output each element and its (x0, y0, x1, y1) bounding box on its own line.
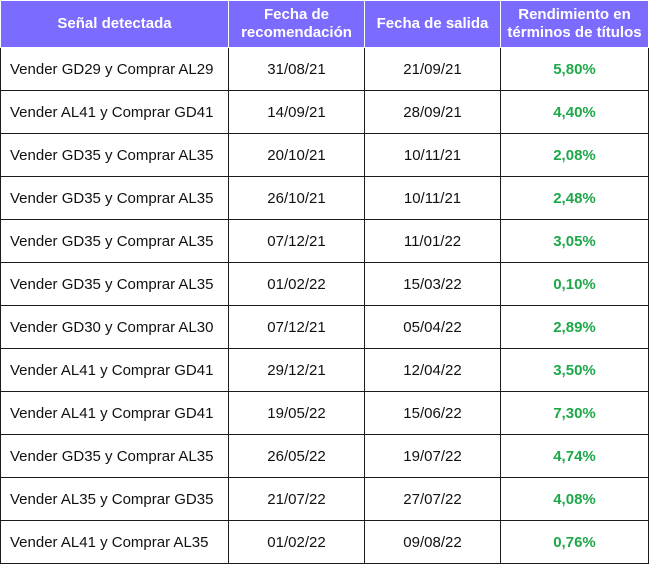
cell-yield: 5,80% (500, 47, 649, 91)
cell-yield: 3,50% (500, 348, 649, 392)
cell-signal: Vender GD35 y Comprar AL35 (0, 262, 229, 306)
cell-signal: Vender AL41 y Comprar GD41 (0, 391, 229, 435)
cell-signal: Vender AL35 y Comprar GD35 (0, 477, 229, 521)
table-body: Vender GD29 y Comprar AL29 31/08/21 21/0… (0, 47, 649, 564)
cell-exit-date: 15/03/22 (364, 262, 501, 306)
table-row: Vender GD35 y Comprar AL35 20/10/21 10/1… (0, 133, 649, 177)
cell-signal: Vender AL41 y Comprar GD41 (0, 90, 229, 134)
cell-exit-date: 15/06/22 (364, 391, 501, 435)
table-row: Vender GD30 y Comprar AL30 07/12/21 05/0… (0, 305, 649, 349)
cell-exit-date: 11/01/22 (364, 219, 501, 263)
table-header: Señal detectada Fecha de recomendación F… (0, 0, 649, 48)
table-row: Vender GD29 y Comprar AL29 31/08/21 21/0… (0, 47, 649, 91)
cell-recommendation-date: 07/12/21 (228, 219, 365, 263)
cell-signal: Vender AL41 y Comprar GD41 (0, 348, 229, 392)
table-row: Vender AL41 y Comprar GD41 14/09/21 28/0… (0, 90, 649, 134)
cell-signal: Vender AL41 y Comprar AL35 (0, 520, 229, 564)
cell-exit-date: 05/04/22 (364, 305, 501, 349)
cell-signal: Vender GD29 y Comprar AL29 (0, 47, 229, 91)
cell-exit-date: 10/11/21 (364, 133, 501, 177)
cell-yield: 0,76% (500, 520, 649, 564)
cell-yield: 2,48% (500, 176, 649, 220)
header-row: Señal detectada Fecha de recomendación F… (0, 0, 649, 48)
cell-signal: Vender GD30 y Comprar AL30 (0, 305, 229, 349)
cell-signal: Vender GD35 y Comprar AL35 (0, 219, 229, 263)
cell-recommendation-date: 07/12/21 (228, 305, 365, 349)
cell-exit-date: 09/08/22 (364, 520, 501, 564)
cell-exit-date: 19/07/22 (364, 434, 501, 478)
cell-recommendation-date: 20/10/21 (228, 133, 365, 177)
cell-yield: 4,08% (500, 477, 649, 521)
cell-recommendation-date: 31/08/21 (228, 47, 365, 91)
header-signal: Señal detectada (0, 0, 229, 48)
table-row: Vender GD35 y Comprar AL35 26/10/21 10/1… (0, 176, 649, 220)
cell-signal: Vender GD35 y Comprar AL35 (0, 133, 229, 177)
cell-recommendation-date: 26/10/21 (228, 176, 365, 220)
cell-exit-date: 10/11/21 (364, 176, 501, 220)
cell-recommendation-date: 29/12/21 (228, 348, 365, 392)
header-yield: Rendimiento en términos de títulos (500, 0, 649, 48)
table-row: Vender GD35 y Comprar AL35 26/05/22 19/0… (0, 434, 649, 478)
cell-yield: 2,08% (500, 133, 649, 177)
cell-recommendation-date: 14/09/21 (228, 90, 365, 134)
table-row: Vender AL41 y Comprar AL35 01/02/22 09/0… (0, 520, 649, 564)
header-recommendation-date: Fecha de recomendación (228, 0, 365, 48)
cell-exit-date: 27/07/22 (364, 477, 501, 521)
table-row: Vender GD35 y Comprar AL35 07/12/21 11/0… (0, 219, 649, 263)
cell-yield: 2,89% (500, 305, 649, 349)
cell-yield: 4,74% (500, 434, 649, 478)
header-exit-date: Fecha de salida (364, 0, 501, 48)
cell-yield: 7,30% (500, 391, 649, 435)
cell-recommendation-date: 21/07/22 (228, 477, 365, 521)
table-row: Vender AL41 y Comprar GD41 19/05/22 15/0… (0, 391, 649, 435)
cell-exit-date: 21/09/21 (364, 47, 501, 91)
cell-exit-date: 12/04/22 (364, 348, 501, 392)
cell-signal: Vender GD35 y Comprar AL35 (0, 176, 229, 220)
cell-exit-date: 28/09/21 (364, 90, 501, 134)
table-row: Vender AL35 y Comprar GD35 21/07/22 27/0… (0, 477, 649, 521)
cell-yield: 4,40% (500, 90, 649, 134)
cell-recommendation-date: 01/02/22 (228, 262, 365, 306)
cell-recommendation-date: 26/05/22 (228, 434, 365, 478)
cell-recommendation-date: 19/05/22 (228, 391, 365, 435)
table-row: Vender AL41 y Comprar GD41 29/12/21 12/0… (0, 348, 649, 392)
cell-recommendation-date: 01/02/22 (228, 520, 365, 564)
cell-yield: 0,10% (500, 262, 649, 306)
cell-yield: 3,05% (500, 219, 649, 263)
cell-signal: Vender GD35 y Comprar AL35 (0, 434, 229, 478)
table-row: Vender GD35 y Comprar AL35 01/02/22 15/0… (0, 262, 649, 306)
